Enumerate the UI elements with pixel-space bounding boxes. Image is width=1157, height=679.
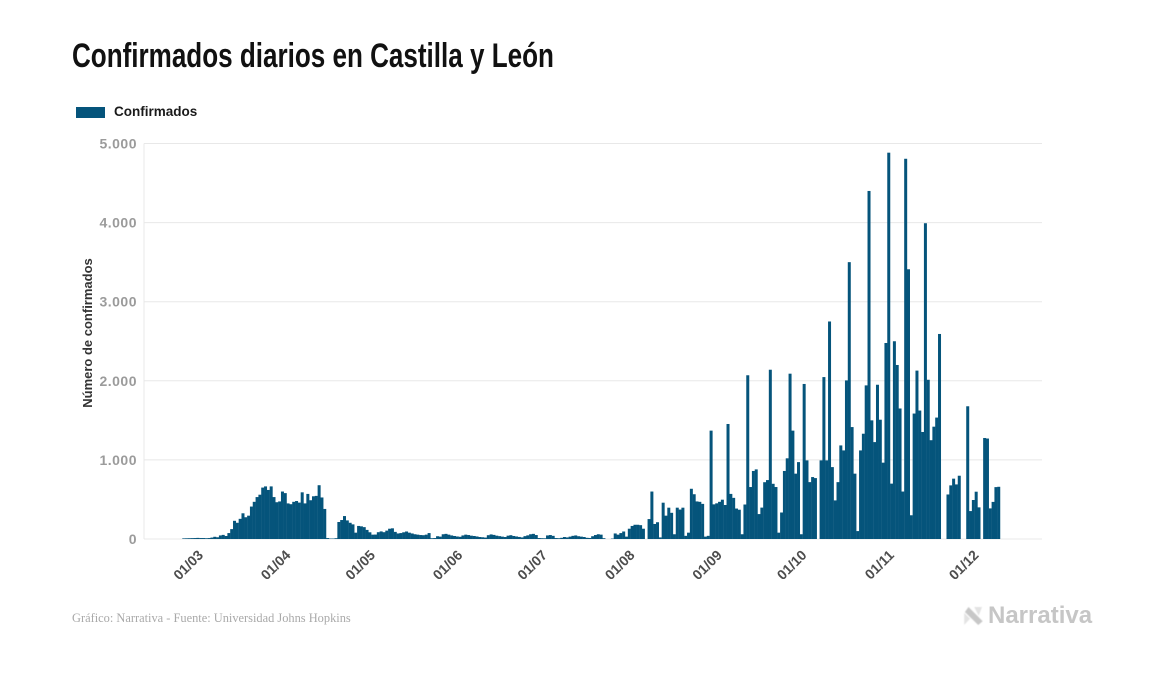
svg-text:3.000: 3.000 (99, 294, 137, 310)
svg-text:01/03: 01/03 (170, 547, 206, 583)
svg-text:01/04: 01/04 (257, 547, 293, 583)
svg-text:01/07: 01/07 (514, 547, 550, 583)
svg-text:4.000: 4.000 (99, 215, 137, 231)
svg-text:0: 0 (129, 531, 137, 547)
svg-text:01/06: 01/06 (429, 547, 465, 583)
svg-text:01/11: 01/11 (861, 547, 897, 583)
svg-text:01/05: 01/05 (342, 547, 378, 583)
svg-text:5.000: 5.000 (99, 136, 137, 152)
svg-text:01/10: 01/10 (774, 547, 810, 583)
svg-text:01/09: 01/09 (689, 547, 725, 583)
svg-text:1.000: 1.000 (99, 452, 137, 468)
svg-text:01/08: 01/08 (602, 547, 638, 583)
svg-text:2.000: 2.000 (99, 373, 137, 389)
svg-text:01/12: 01/12 (946, 547, 982, 583)
svg-text:Número de confirmados: Número de confirmados (80, 258, 95, 408)
